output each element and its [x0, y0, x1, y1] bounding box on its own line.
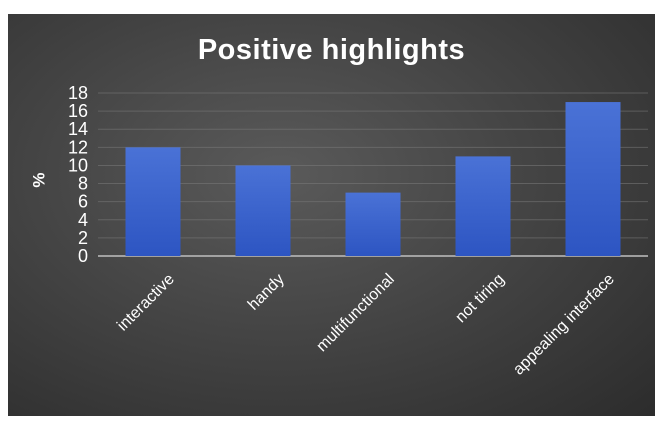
bar-appealing-interface [565, 102, 621, 256]
y-tick-label: 14 [68, 119, 88, 139]
x-tick-label: handy [245, 271, 288, 314]
bar-not-tiring [455, 156, 511, 256]
y-tick-label: 2 [78, 228, 88, 248]
x-tick-label: multifunctional [313, 271, 397, 355]
y-tick-label: 12 [68, 137, 88, 157]
bar-handy [235, 165, 291, 256]
x-tick-label: appealing interface [510, 271, 618, 379]
y-tick-label: 10 [68, 155, 88, 175]
y-tick-label: 6 [78, 192, 88, 212]
chart-title: Positive highlights [197, 34, 466, 66]
chart-panel: Positive highlights % 0 2 4 6 8 10 12 14 16 18 int… [8, 14, 655, 416]
x-tick-label: interactive [114, 271, 178, 335]
y-tick-label: 0 [78, 246, 88, 266]
bar-interactive [125, 147, 181, 256]
y-tick-label: 18 [68, 83, 88, 103]
bar-multifunctional [345, 192, 401, 256]
y-tick-label: 8 [78, 174, 88, 194]
y-tick-label: 16 [68, 101, 88, 121]
y-tick-label: 4 [78, 210, 88, 230]
x-tick-label: not tiring [452, 271, 507, 326]
